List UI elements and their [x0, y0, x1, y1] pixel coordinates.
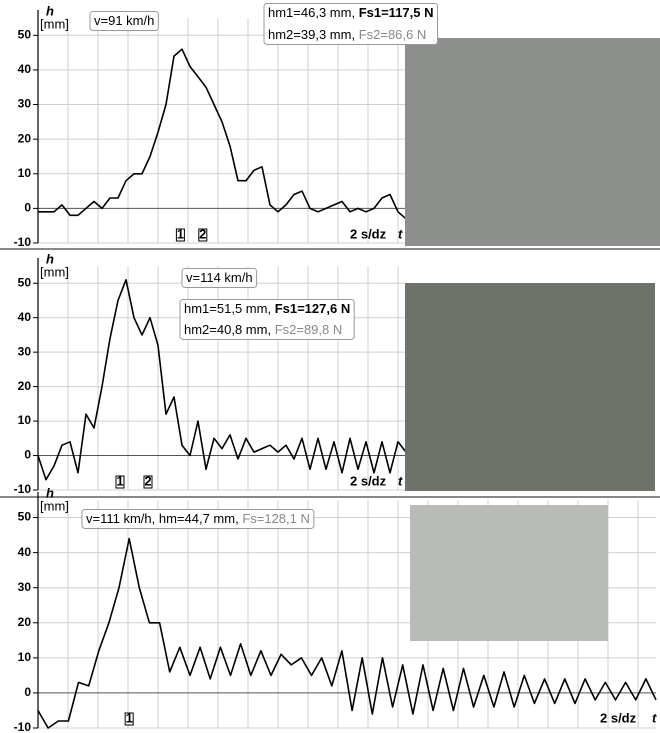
x-axis-label: t — [398, 226, 403, 241]
marker-box — [115, 475, 125, 489]
y-tick-label: 20 — [18, 379, 32, 393]
annotation-line: hm1=51,5 mm, Fs1=127,6 N — [184, 301, 350, 316]
y-axis-label: h — [46, 485, 54, 500]
photo — [410, 505, 608, 641]
x-scale-label: 2 s/dz — [600, 710, 637, 725]
y-tick-label: 40 — [18, 310, 32, 324]
annotation-box — [179, 298, 355, 340]
y-tick-label: 50 — [18, 510, 32, 524]
annotation-segment: hm1=46,3 mm, — [268, 5, 359, 20]
y-tick-label: 0 — [24, 448, 31, 462]
y-tick-label: -10 — [14, 720, 32, 733]
y-tick-label: 30 — [18, 580, 32, 594]
annotation-segment: hm2=40,8 mm, — [184, 322, 275, 337]
y-axis-unit: [mm] — [40, 498, 69, 513]
annotation-segment: hm2=39,3 mm, — [268, 27, 359, 42]
y-tick-label: -10 — [14, 235, 32, 249]
y-tick-label: 40 — [18, 62, 32, 76]
x-scale-label: 2 s/dz — [350, 473, 387, 488]
annotation-segment: Fs1=127,6 N — [275, 301, 351, 316]
photo — [405, 283, 655, 491]
marker-label: 1 — [116, 473, 123, 488]
y-tick-label: 30 — [18, 97, 32, 111]
annotation: v=114 km/h — [181, 267, 258, 288]
x-scale-label: 2 s/dz — [350, 226, 387, 241]
marker-label: 2 — [199, 226, 206, 241]
data-line — [37, 537, 657, 729]
y-tick-label: 20 — [18, 615, 32, 629]
annotation-line: v=114 km/h — [186, 270, 253, 285]
annotation-segment: Fs1=117,5 N — [359, 5, 434, 20]
data-line — [38, 48, 407, 220]
y-tick-label: 30 — [18, 344, 32, 358]
annotation-segment: v=91 km/h — [94, 13, 154, 28]
x-axis-label: t — [398, 473, 403, 488]
annotation-line: hm2=39,3 mm, Fs2=86,6 N — [268, 27, 426, 42]
annotation-box — [89, 10, 159, 31]
marker-label: 1 — [126, 710, 133, 725]
annotation-box — [181, 267, 258, 288]
y-tick-label: 10 — [18, 650, 32, 664]
annotation-line: hm2=40,8 mm, Fs2=89,8 N — [184, 322, 342, 337]
annotation-line: v=111 km/h, hm=44,7 mm, Fs=128,1 N — [86, 511, 310, 526]
annotation-segment: hm1=51,5 mm, — [184, 301, 275, 316]
annotation-segment: Fs=128,1 N — [242, 511, 310, 526]
annotation-box — [81, 508, 315, 529]
annotation-segment: Fs2=89,8 N — [275, 322, 343, 337]
y-axis-unit: [mm] — [40, 264, 69, 279]
y-tick-label: 50 — [18, 275, 32, 289]
marker-box — [143, 475, 153, 489]
data-line — [37, 279, 407, 481]
y-tick-label: 0 — [24, 685, 31, 699]
y-tick-label: -10 — [14, 482, 32, 496]
y-axis-label: h — [46, 3, 54, 18]
photo — [405, 38, 660, 246]
x-axis-label: t — [652, 710, 657, 725]
annotation-box — [263, 2, 438, 45]
marker-label: 1 — [177, 226, 184, 241]
marker-label: 2 — [144, 473, 151, 488]
marker-box — [124, 712, 134, 726]
annotation-segment: Fs2=86,6 N — [359, 27, 427, 42]
y-tick-label: 10 — [18, 166, 32, 180]
annotation-segment: v=111 km/h, hm=44,7 mm, — [86, 511, 242, 526]
y-axis-unit: [mm] — [40, 16, 69, 31]
marker-box — [198, 228, 208, 242]
annotation-line: hm1=46,3 mm, Fs1=117,5 N — [268, 5, 434, 20]
y-tick-label: 40 — [18, 545, 32, 559]
marker-box — [175, 228, 185, 242]
y-tick-label: 20 — [18, 131, 32, 145]
annotation-line: v=91 km/h — [94, 13, 154, 28]
annotation-segment: v=114 km/h — [186, 270, 253, 285]
y-tick-label: 50 — [18, 27, 32, 41]
y-tick-label: 10 — [18, 413, 32, 427]
y-axis-label: h — [46, 251, 54, 266]
y-tick-label: 0 — [24, 201, 31, 215]
annotation: v=111 km/h, hm=44,7 mm, Fs=128,1 N — [81, 508, 315, 529]
annotation: v=91 km/h — [89, 10, 159, 31]
